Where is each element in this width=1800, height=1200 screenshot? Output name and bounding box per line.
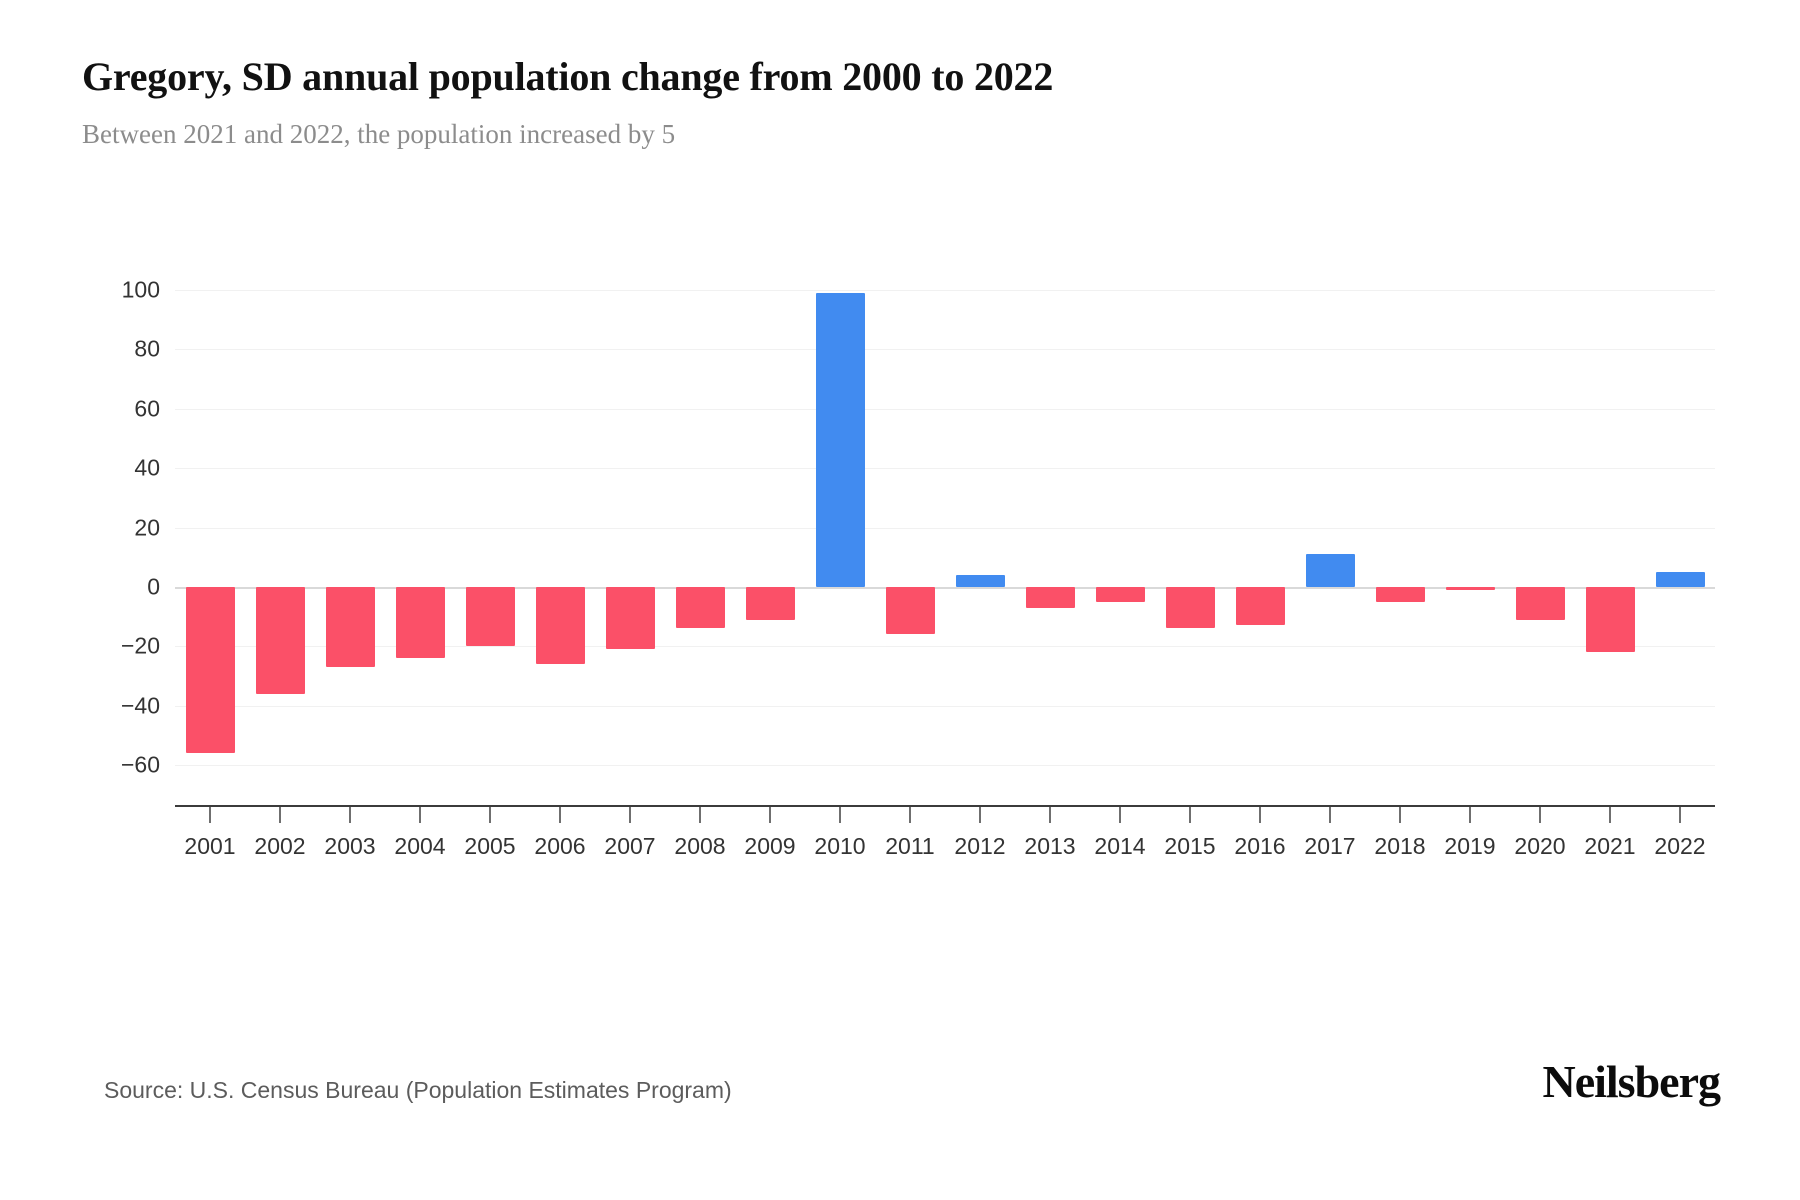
gridline: [175, 705, 1715, 707]
x-tick: [909, 807, 911, 823]
x-axis-labels: 2001 2002 2003 2004 2005 2006 2007 2008 2009 2010…: [175, 833, 1715, 873]
chart-subtitle: Between 2021 and 2022, the population in…: [82, 119, 676, 149]
x-tick-label: 2022: [1654, 833, 1706, 859]
source-note: Source: U.S. Census Bureau (Population E…: [104, 1077, 732, 1103]
x-tick-label: 2013: [1024, 833, 1076, 859]
x-tick: [489, 807, 491, 823]
bar-2002[interactable]: [255, 586, 305, 694]
y-tick-label: −20: [120, 632, 160, 659]
bar-2014[interactable]: [1095, 586, 1145, 602]
x-tick: [1609, 807, 1611, 823]
x-tick-label: 2017: [1304, 833, 1356, 859]
x-tick: [1539, 807, 1541, 823]
gridline: [175, 468, 1715, 470]
bar-2007[interactable]: [605, 586, 655, 650]
y-tick-label: −60: [120, 751, 160, 778]
bar-2013[interactable]: [1025, 586, 1075, 608]
x-tick: [1329, 807, 1331, 823]
x-tick: [979, 807, 981, 823]
x-tick-label: 2008: [674, 833, 726, 859]
gridline: [175, 290, 1715, 291]
x-tick: [349, 807, 351, 823]
x-tick: [279, 807, 281, 823]
y-tick-label: 0: [147, 573, 160, 600]
x-axis-line: [175, 805, 1715, 807]
plot-canvas: [175, 290, 1715, 766]
x-tick: [1259, 807, 1261, 823]
x-tick-label: 2015: [1164, 833, 1216, 859]
gridline: [175, 349, 1715, 351]
brand-logo: Neilsberg: [1542, 1056, 1721, 1107]
bar-2008[interactable]: [675, 586, 725, 629]
gridline: [175, 646, 1715, 648]
bar-2016[interactable]: [1235, 586, 1285, 626]
bar-2020[interactable]: [1515, 586, 1565, 620]
x-tick-label: 2006: [534, 833, 586, 859]
x-tick: [1469, 807, 1471, 823]
y-tick-label: 20: [134, 514, 160, 540]
x-tick: [1049, 807, 1051, 823]
x-tick-label: 2014: [1094, 833, 1146, 859]
zero-baseline: [175, 586, 1715, 589]
x-tick: [839, 807, 841, 823]
x-tick: [629, 807, 631, 823]
y-tick-label: 40: [134, 454, 160, 481]
bar-2015[interactable]: [1165, 586, 1215, 629]
x-tick-label: 2010: [814, 833, 866, 859]
bar-2006[interactable]: [535, 586, 585, 665]
x-tick-label: 2005: [464, 833, 516, 859]
x-tick: [419, 807, 421, 823]
bar-2019[interactable]: [1445, 586, 1495, 590]
x-tick-label: 2018: [1374, 833, 1426, 859]
y-tick-label: −40: [120, 692, 160, 719]
y-tick-label: 100: [121, 276, 160, 303]
bar-2012[interactable]: [955, 575, 1005, 587]
bar-2010[interactable]: [815, 292, 865, 587]
x-tick: [559, 807, 561, 823]
bar-2009[interactable]: [745, 586, 795, 620]
x-tick-label: 2021: [1584, 833, 1636, 859]
bar-2018[interactable]: [1375, 586, 1425, 602]
bar-2003[interactable]: [325, 586, 375, 668]
y-tick-label: 60: [134, 395, 160, 422]
x-tick: [1189, 807, 1191, 823]
x-tick: [699, 807, 701, 823]
bar-2017[interactable]: [1305, 554, 1355, 587]
x-tick-label: 2001: [184, 833, 236, 859]
x-tick: [1679, 807, 1681, 823]
bar-2001[interactable]: [185, 586, 235, 754]
x-tick-label: 2004: [394, 833, 446, 859]
bar-2021[interactable]: [1585, 586, 1635, 653]
x-tick-label: 2019: [1444, 833, 1496, 859]
x-tick-label: 2016: [1234, 833, 1286, 859]
x-tick-label: 2011: [885, 833, 935, 859]
gridline: [175, 408, 1715, 410]
bar-series: [175, 290, 1715, 765]
x-tick-label: 2009: [744, 833, 796, 859]
x-tick-label: 2007: [604, 833, 656, 859]
y-axis-labels: 100 80 60 40 20 0 −20 −40 −60: [0, 277, 160, 778]
bar-2022[interactable]: [1655, 572, 1705, 587]
x-tick-label: 2003: [324, 833, 376, 859]
y-tick-label: 80: [134, 335, 160, 362]
x-axis-ticks: [175, 807, 1715, 823]
gridline: [175, 765, 1715, 766]
x-tick-label: 2002: [254, 833, 306, 859]
bar-2005[interactable]: [465, 586, 515, 647]
chart-header: Gregory, SD annual population change fro…: [82, 52, 1722, 152]
bar-2011[interactable]: [885, 586, 935, 635]
gridline: [175, 527, 1715, 529]
page-title: Gregory, SD annual population change fro…: [82, 54, 1054, 99]
x-tick: [769, 807, 771, 823]
chart-plot-area: 100 80 60 40 20 0 −20 −40 −60 2001 2002 2003 2004 20…: [0, 250, 1800, 990]
x-tick: [1119, 807, 1121, 823]
x-tick: [1399, 807, 1401, 823]
x-tick-label: 2020: [1514, 833, 1566, 859]
x-tick-label: 2012: [954, 833, 1006, 859]
bar-2004[interactable]: [395, 586, 445, 659]
x-tick: [209, 807, 211, 823]
